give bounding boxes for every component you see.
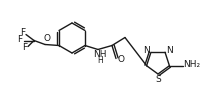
Text: F: F — [20, 28, 26, 37]
Text: N: N — [166, 46, 172, 55]
Text: F: F — [22, 43, 28, 52]
Text: NH: NH — [93, 50, 107, 59]
Text: NH₂: NH₂ — [183, 60, 200, 69]
Text: H: H — [97, 56, 103, 65]
Text: O: O — [117, 55, 124, 64]
Text: O: O — [43, 34, 50, 43]
Text: S: S — [155, 75, 161, 84]
Text: F: F — [17, 35, 22, 44]
Text: N: N — [144, 46, 150, 55]
